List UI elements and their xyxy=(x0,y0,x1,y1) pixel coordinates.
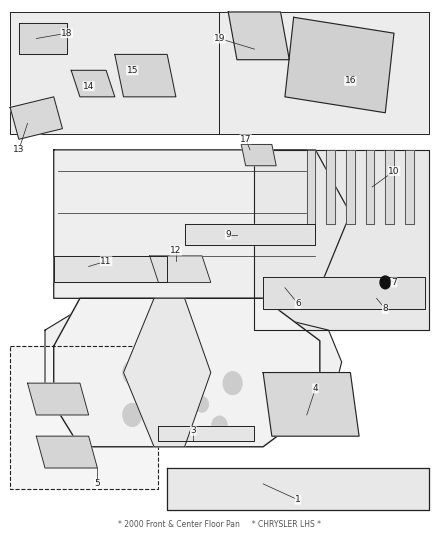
Polygon shape xyxy=(184,224,315,245)
Polygon shape xyxy=(28,383,88,415)
Polygon shape xyxy=(345,150,354,224)
Text: 17: 17 xyxy=(240,135,251,144)
Polygon shape xyxy=(123,298,210,447)
Circle shape xyxy=(160,386,173,402)
Polygon shape xyxy=(149,256,210,282)
Polygon shape xyxy=(262,373,358,436)
Text: 18: 18 xyxy=(61,29,72,38)
Polygon shape xyxy=(10,346,158,489)
Polygon shape xyxy=(36,436,97,468)
Polygon shape xyxy=(19,22,67,54)
Text: 8: 8 xyxy=(381,304,387,313)
Circle shape xyxy=(122,403,141,426)
Text: 13: 13 xyxy=(13,146,25,155)
Text: 11: 11 xyxy=(100,257,112,265)
Polygon shape xyxy=(254,150,428,330)
Polygon shape xyxy=(262,277,424,309)
Text: * 2000 Front & Center Floor Pan     * CHRYSLER LHS *: * 2000 Front & Center Floor Pan * CHRYSL… xyxy=(118,520,320,529)
Polygon shape xyxy=(325,150,334,224)
Text: 9: 9 xyxy=(225,230,230,239)
Text: 6: 6 xyxy=(294,299,300,308)
Polygon shape xyxy=(228,12,289,60)
Polygon shape xyxy=(404,150,413,224)
Polygon shape xyxy=(53,256,167,282)
Text: 15: 15 xyxy=(126,66,138,75)
Polygon shape xyxy=(10,12,219,134)
Polygon shape xyxy=(385,150,393,224)
Polygon shape xyxy=(115,54,176,97)
Circle shape xyxy=(211,416,227,435)
Polygon shape xyxy=(53,298,319,447)
Polygon shape xyxy=(45,309,341,415)
Text: 4: 4 xyxy=(312,384,318,393)
Polygon shape xyxy=(167,468,428,511)
Text: 12: 12 xyxy=(170,246,181,255)
Text: 1: 1 xyxy=(294,495,300,504)
Circle shape xyxy=(223,372,242,395)
Text: 10: 10 xyxy=(387,166,399,175)
Circle shape xyxy=(195,397,208,413)
Circle shape xyxy=(122,361,141,384)
Text: 7: 7 xyxy=(390,278,396,287)
Text: 5: 5 xyxy=(94,479,100,488)
Text: 19: 19 xyxy=(213,34,225,43)
Polygon shape xyxy=(219,12,428,134)
Polygon shape xyxy=(53,150,350,298)
Polygon shape xyxy=(71,70,115,97)
Polygon shape xyxy=(306,150,315,224)
Polygon shape xyxy=(284,17,393,113)
Text: 3: 3 xyxy=(190,426,196,435)
Circle shape xyxy=(379,276,390,289)
Text: 14: 14 xyxy=(83,82,94,91)
Text: 16: 16 xyxy=(344,76,355,85)
Polygon shape xyxy=(158,425,254,441)
Circle shape xyxy=(175,350,194,374)
Polygon shape xyxy=(365,150,374,224)
Polygon shape xyxy=(241,144,276,166)
Polygon shape xyxy=(10,97,62,139)
